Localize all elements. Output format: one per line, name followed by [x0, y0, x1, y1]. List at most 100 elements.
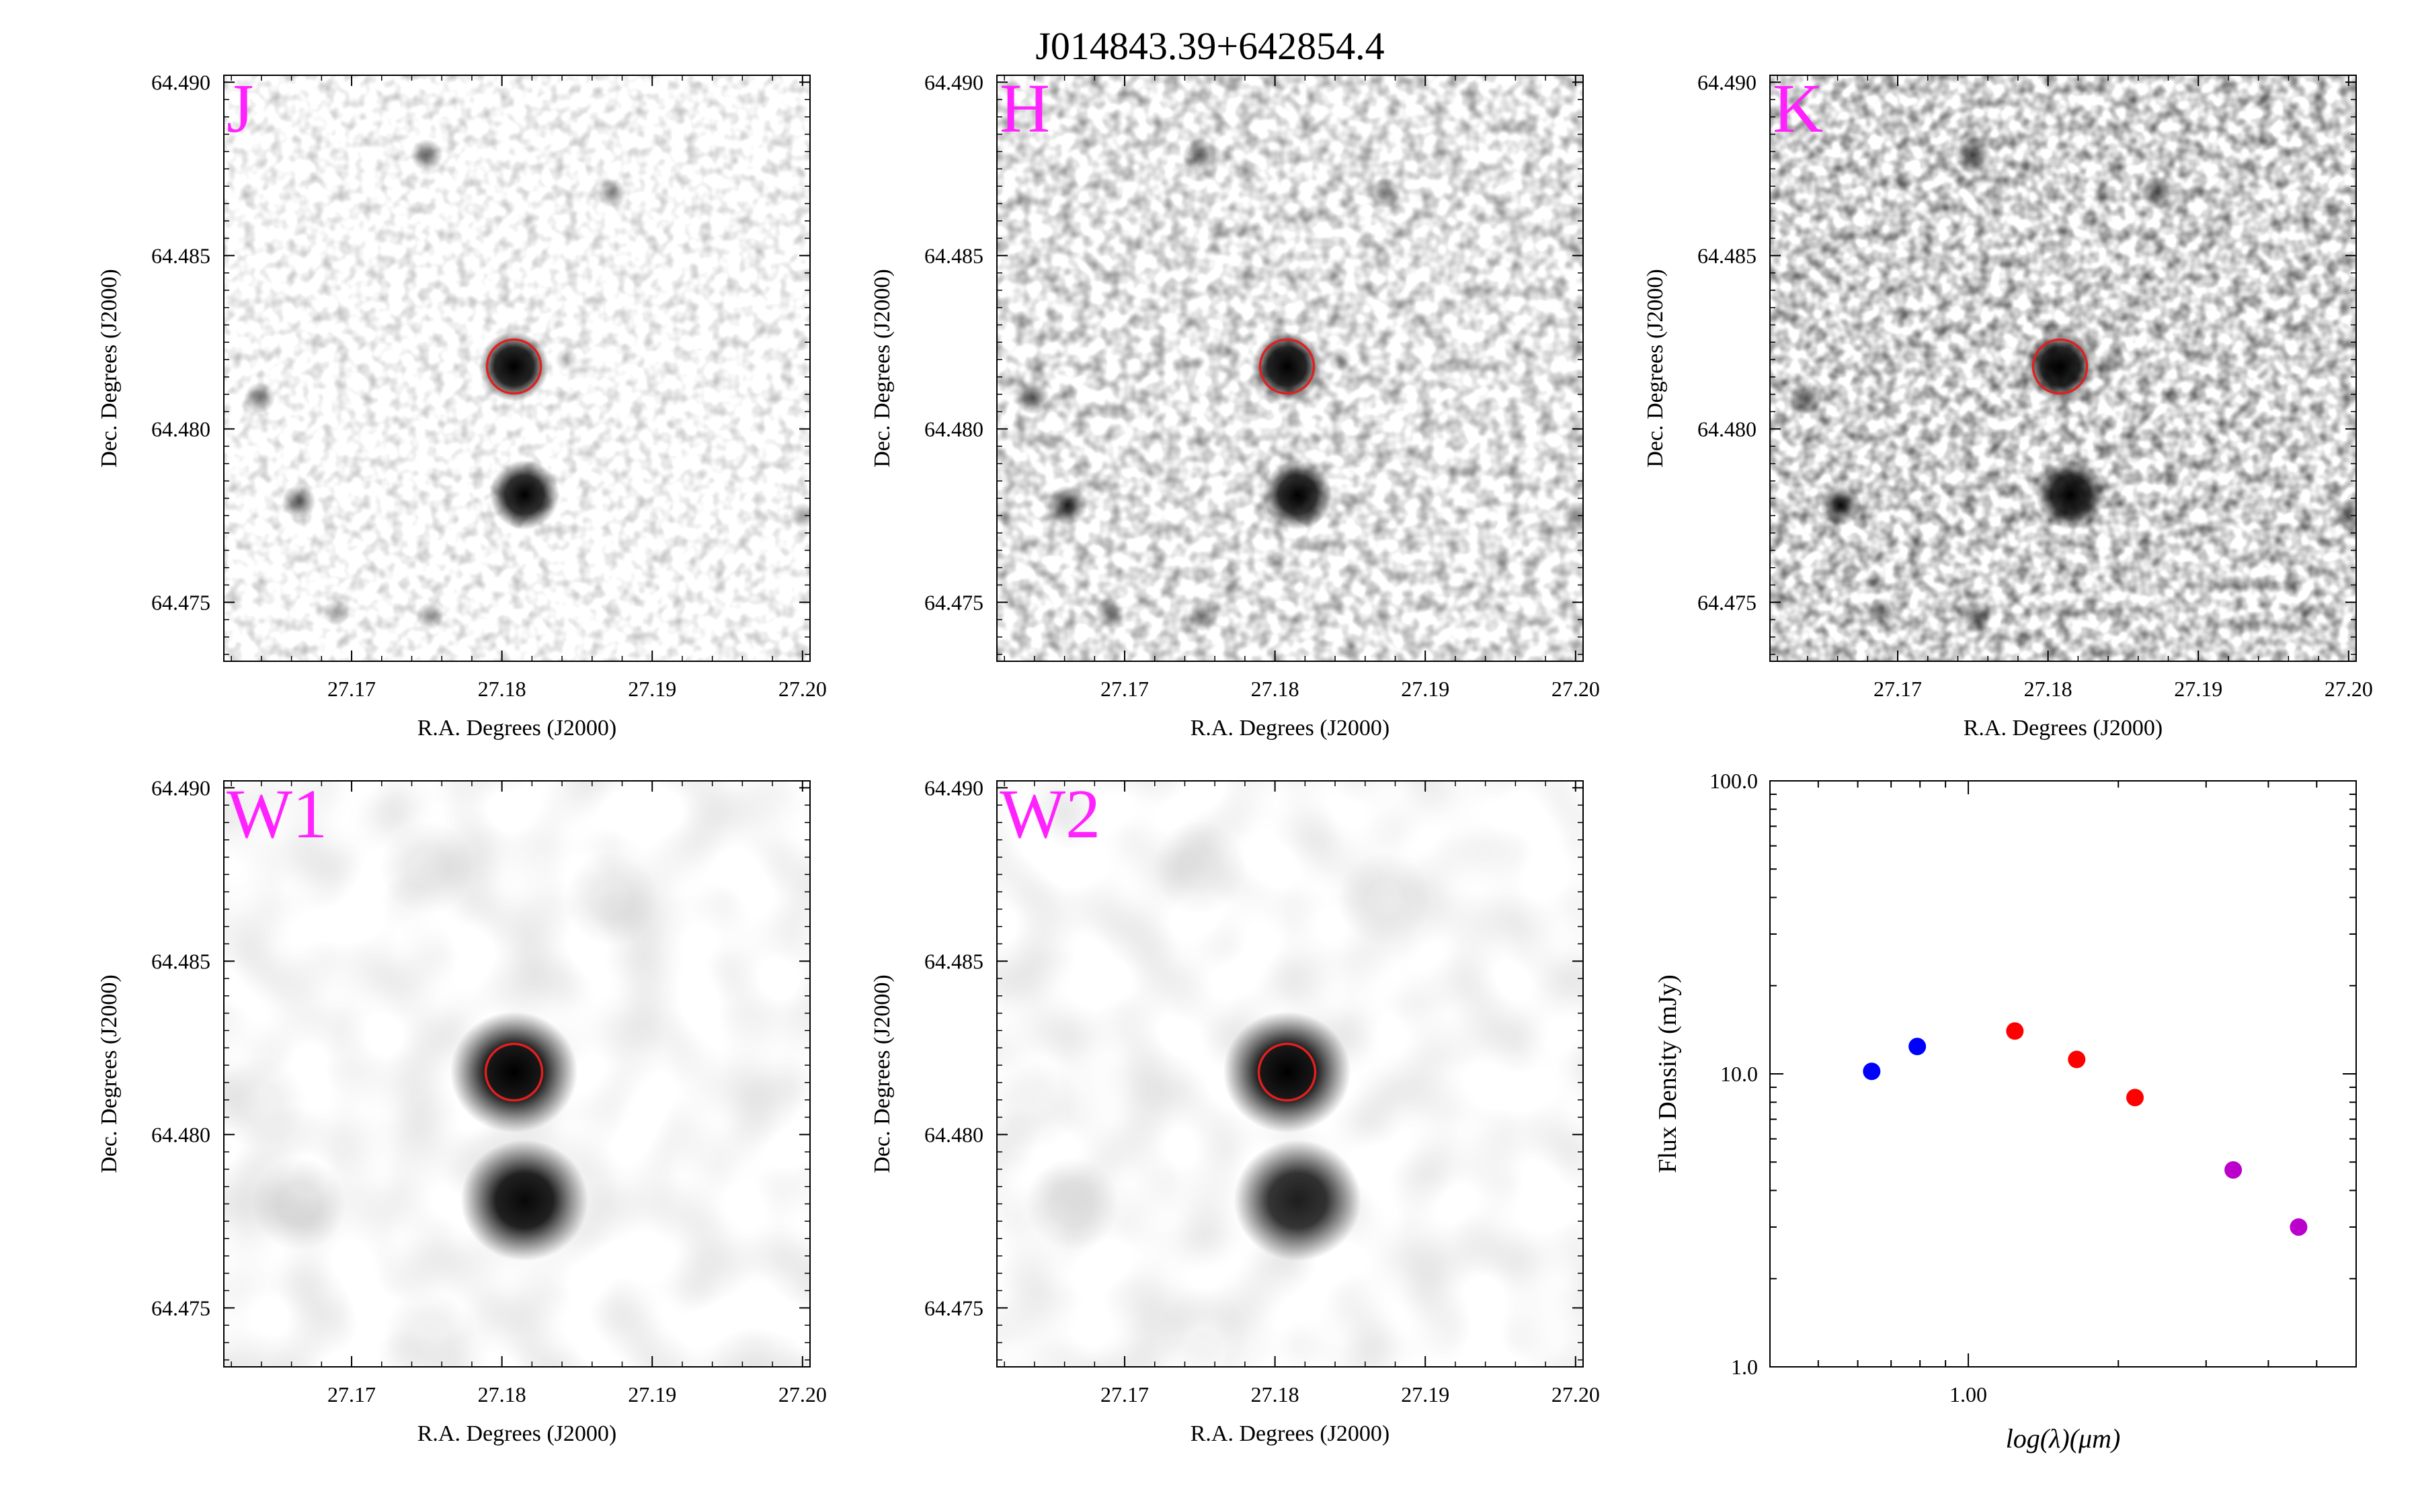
source-blob [1349, 442, 1372, 464]
sed-frame [1769, 780, 2357, 1368]
band-label: W1 [227, 775, 327, 853]
source-blob [1252, 331, 1322, 402]
y-tick-label: 64.475 [924, 1296, 983, 1320]
y-axis-label: Dec. Degrees (J2000) [97, 974, 122, 1173]
y-tick-label: 64.490 [924, 775, 983, 800]
y-axis-label: Dec. Degrees (J2000) [870, 269, 895, 468]
y-tick-label: 64.475 [1697, 590, 1757, 614]
source-blob [323, 599, 350, 626]
panel-frame [996, 780, 1584, 1368]
x-tick-label: 27.18 [478, 1382, 526, 1406]
source-blob [1560, 501, 1583, 531]
source-blob [1152, 820, 1247, 915]
sed-data-point [2068, 1050, 2086, 1068]
source-blob [1954, 136, 1992, 174]
panel-image [997, 781, 1583, 1367]
source-blob [2122, 442, 2145, 464]
y-tick-label: 64.480 [924, 1122, 983, 1146]
source-blob [460, 1140, 589, 1261]
source-blob [596, 178, 627, 208]
x-axis-label: R.A. Degrees (J2000) [417, 716, 617, 741]
y-axis-label: Dec. Degrees (J2000) [870, 974, 895, 1173]
source-blob [2140, 176, 2175, 210]
source-blob [1016, 380, 1050, 415]
y-axis-label: Flux Density (mJy) [1654, 974, 1682, 1173]
band-label: J [227, 70, 253, 147]
y-axis-label: Dec. Degrees (J2000) [97, 269, 122, 468]
panel-image [224, 781, 810, 1367]
source-blob [555, 347, 579, 372]
source-blob [244, 382, 276, 413]
y-axis-label: Dec. Degrees (J2000) [1643, 269, 1668, 468]
source-blob [2099, 346, 2126, 373]
source-blob [789, 502, 810, 529]
y-tick-label: 64.490 [1697, 70, 1757, 94]
y-tick-label: 64.475 [151, 590, 210, 614]
source-blob [282, 485, 316, 519]
x-tick-label: 27.19 [2174, 677, 2222, 701]
source-blob [1094, 597, 1125, 628]
sed-data-point [2290, 1218, 2308, 1236]
x-tick-label: 27.19 [1401, 677, 1449, 701]
source-blob [1960, 599, 1992, 633]
y-tick-label: 64.475 [924, 590, 983, 614]
source-blob [2332, 499, 2356, 532]
x-tick-label: 27.18 [1251, 677, 1299, 701]
source-blob [2025, 331, 2095, 402]
source-blob [1820, 485, 1861, 526]
source-blob [1156, 1288, 1250, 1367]
x-axis-label: log(λ)(μm) [2006, 1423, 2121, 1454]
y-tick-label: 64.490 [151, 775, 210, 800]
source-blob [1234, 1140, 1362, 1261]
source-blob [251, 1157, 346, 1251]
target-marker [1257, 1042, 1317, 1102]
band-label: H [1000, 70, 1050, 147]
x-tick-label: 27.17 [1100, 677, 1149, 701]
source-blob [1369, 177, 1400, 209]
source-blob [1024, 1157, 1119, 1251]
source-blob [1789, 380, 1823, 415]
y-tick-label: 64.475 [151, 1296, 210, 1320]
sed-data-point [2006, 1022, 2024, 1040]
source-blob [564, 851, 659, 946]
figure-title: J014843.39+642854.4 [1035, 24, 1385, 68]
target-marker [2031, 338, 2089, 395]
panel-frame [223, 780, 811, 1368]
x-axis-label: R.A. Degrees (J2000) [417, 1421, 617, 1446]
source-blob [997, 1056, 1080, 1150]
source-blob [1867, 597, 1898, 628]
x-tick-label: 27.20 [1551, 677, 1600, 701]
y-tick-label: 64.485 [151, 243, 210, 267]
x-tick-label: 27.17 [1100, 1382, 1149, 1406]
image-panel-h: H 27.17 27.18 27.19 27.20 64.475 64.480 64.485 6… [870, 70, 1600, 741]
y-tick-label: 64.480 [1697, 417, 1757, 441]
source-blob [1262, 460, 1333, 530]
y-tick-label: 64.490 [924, 70, 983, 94]
x-tick-label: 27.20 [778, 677, 827, 701]
y-tick-label: 64.485 [924, 243, 983, 267]
target-marker [485, 338, 542, 395]
x-tick-label: 27.20 [778, 1382, 827, 1406]
source-blob [1047, 485, 1088, 526]
x-tick-label: 27.18 [2024, 677, 2072, 701]
sed-data-point [2224, 1161, 2243, 1179]
source-blob [1337, 851, 1432, 946]
x-tick-label: 27.17 [327, 1382, 376, 1406]
panel-image [1770, 75, 2356, 661]
source-blob [1327, 347, 1353, 372]
y-tick-label: 64.490 [151, 70, 210, 94]
source-blob [489, 460, 560, 530]
x-tick-label: 27.17 [327, 677, 376, 701]
sed-data-point [1863, 1062, 1881, 1081]
sed-data-point [2126, 1089, 2144, 1107]
y-tick-label: 100.0 [1709, 769, 1758, 793]
panel-image [224, 75, 810, 661]
y-tick-label: 10.0 [1720, 1062, 1758, 1086]
y-tick-label: 64.480 [151, 417, 210, 441]
panel-frame [1769, 75, 2357, 662]
band-label: W2 [1000, 775, 1100, 853]
panel-image [997, 75, 1583, 661]
x-tick-label: 27.19 [628, 1382, 676, 1406]
panel-frame [996, 75, 1584, 662]
